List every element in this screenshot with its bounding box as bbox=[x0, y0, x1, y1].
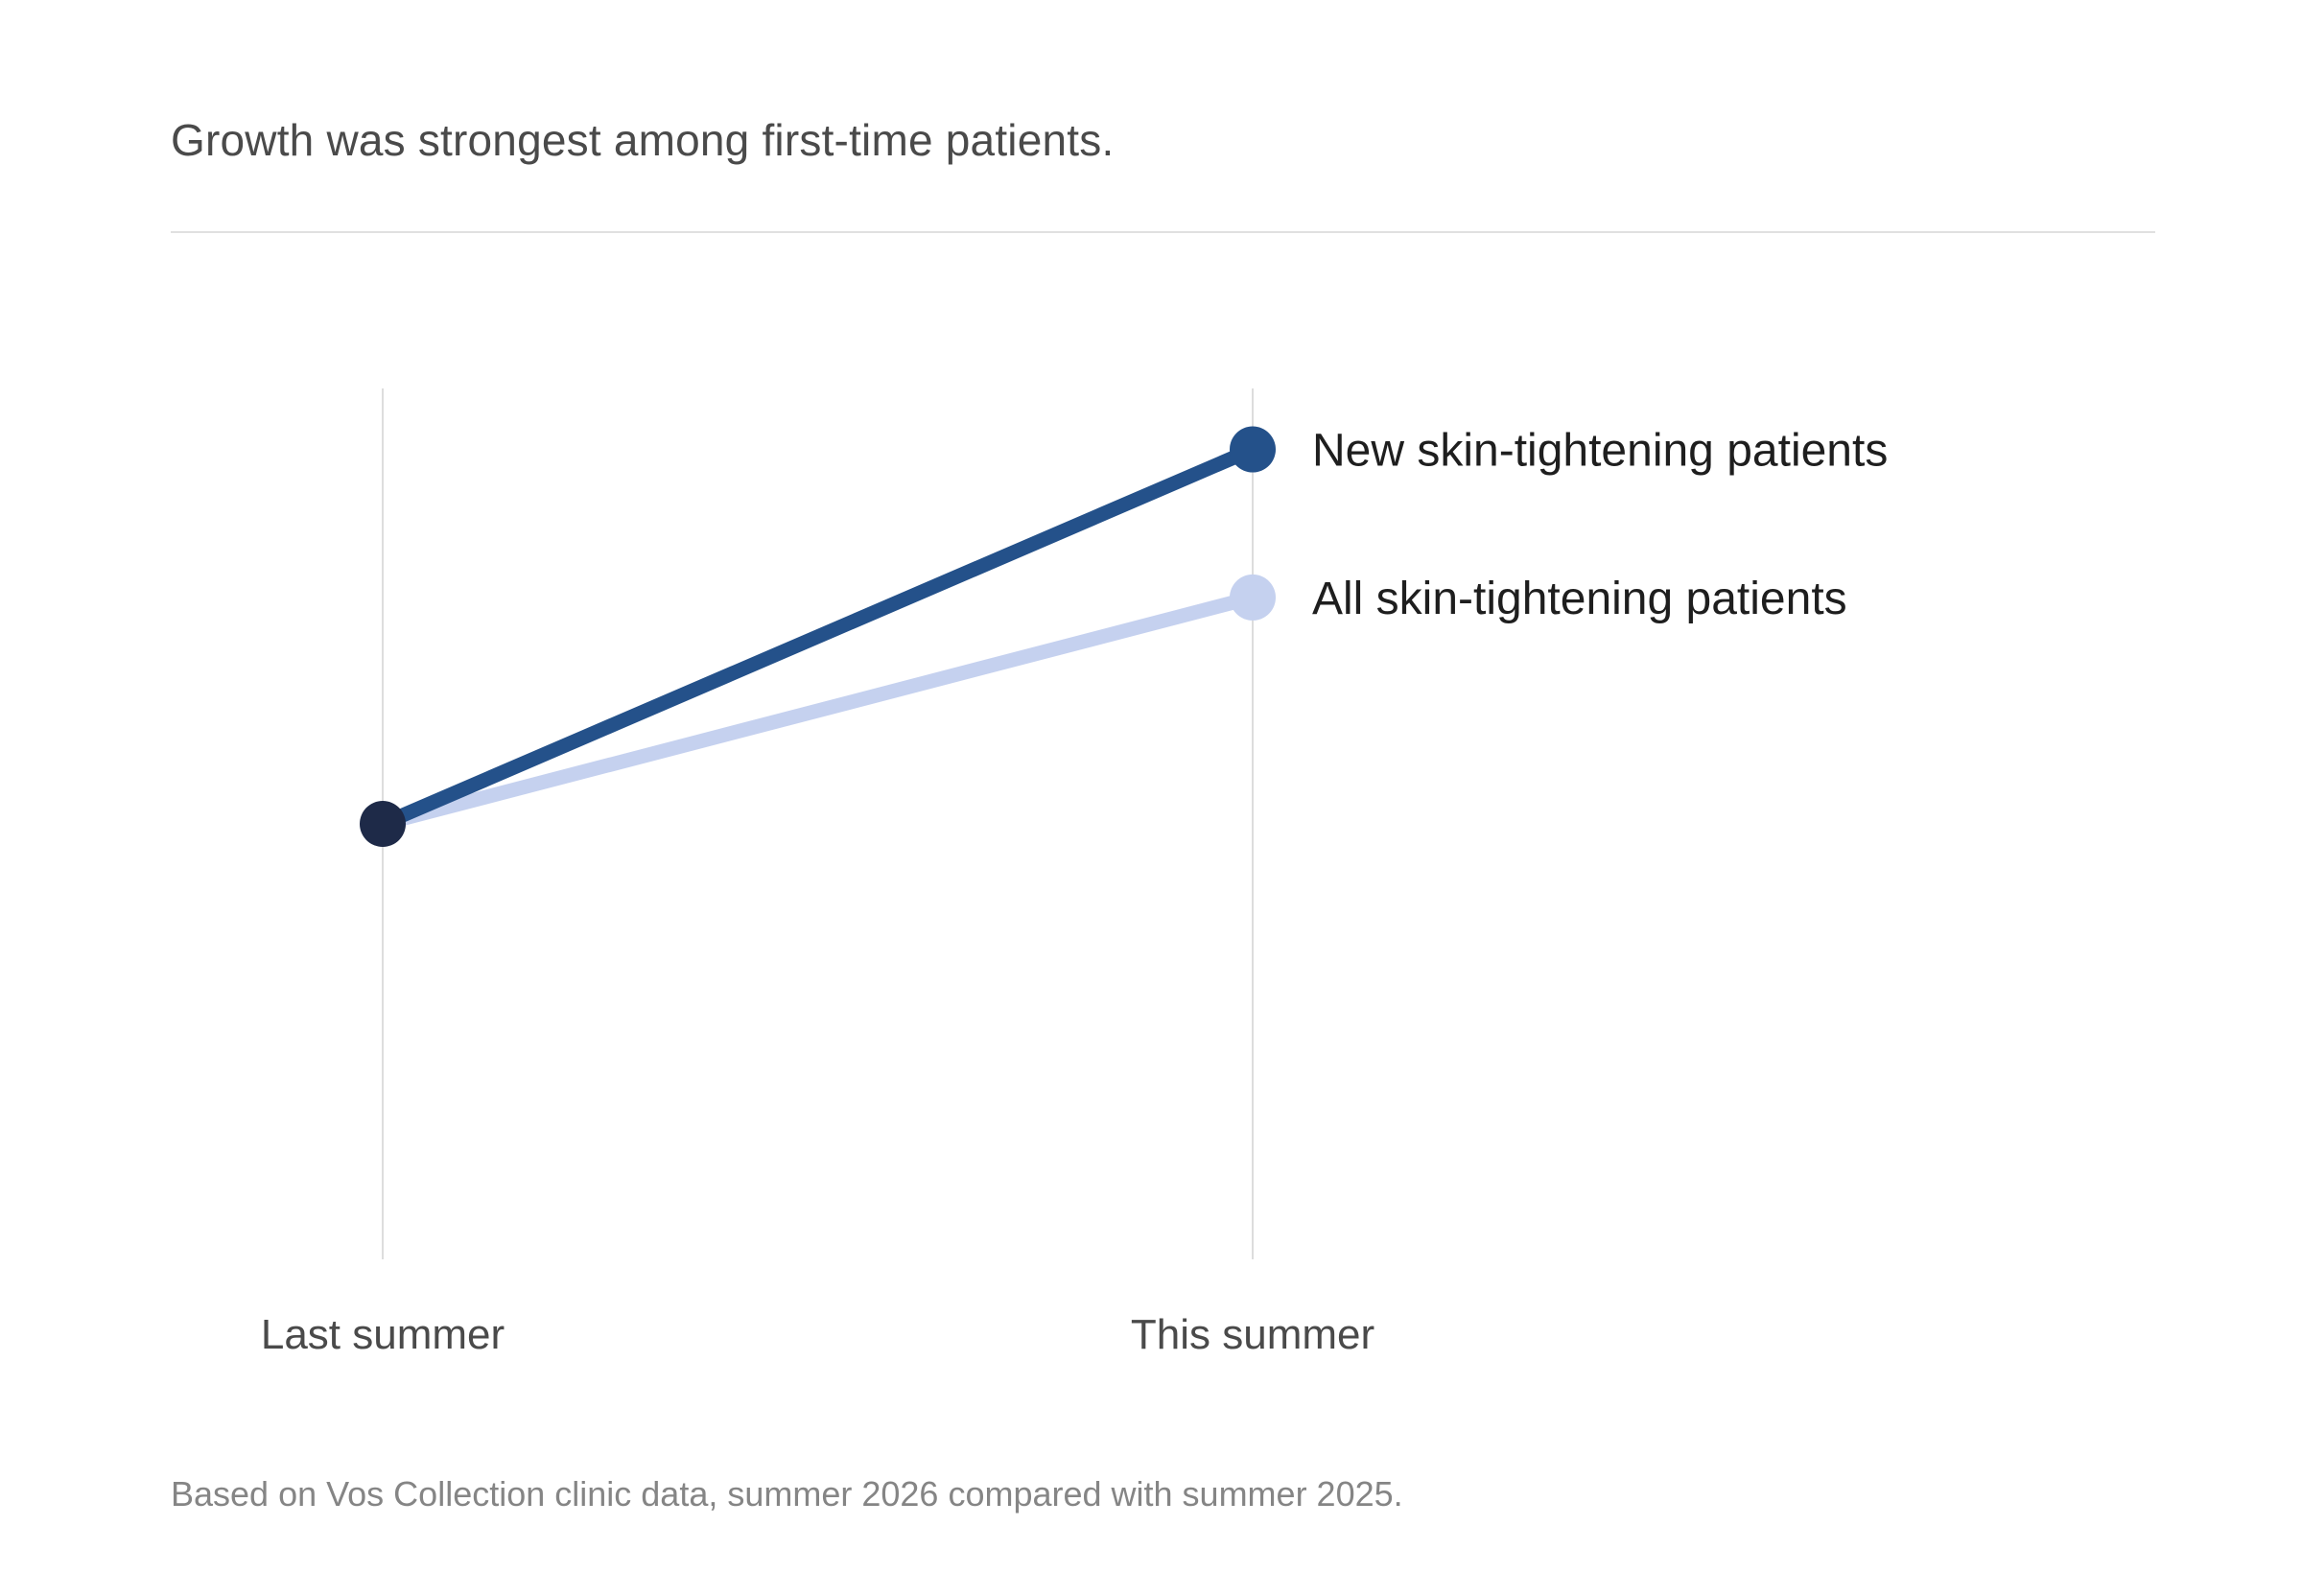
point-new-patients-this-summer bbox=[1230, 426, 1276, 473]
label-all-patients: All skin-tightening patients bbox=[1312, 574, 1847, 624]
series-lines bbox=[375, 442, 1260, 832]
point-all-patients-this-summer bbox=[1230, 574, 1276, 621]
line-all-patients bbox=[375, 590, 1260, 832]
data-points bbox=[360, 426, 1276, 847]
series-labels: All skin-tightening patients New skin-tig… bbox=[1312, 426, 1888, 624]
chart-subtitle: Growth was strongest among first-time pa… bbox=[171, 115, 1115, 165]
x-axis-labels: Last summer This summer bbox=[261, 1311, 1374, 1358]
gridlines bbox=[382, 388, 1254, 1259]
point-last-summer bbox=[360, 801, 406, 847]
label-new-patients: New skin-tightening patients bbox=[1312, 426, 1888, 477]
x-label-this-summer: This summer bbox=[1131, 1311, 1374, 1358]
chart-footnote: Based on Vos Collection clinic data, sum… bbox=[171, 1474, 1403, 1514]
line-new-patients bbox=[375, 442, 1260, 832]
header-divider bbox=[171, 231, 2155, 233]
x-label-last-summer: Last summer bbox=[261, 1311, 505, 1358]
